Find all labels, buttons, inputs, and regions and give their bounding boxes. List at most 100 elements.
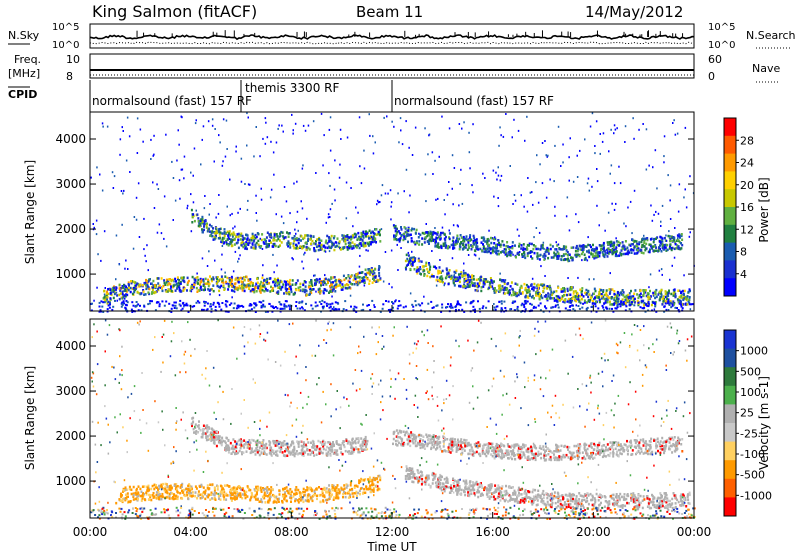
heatmap-cell bbox=[197, 490, 200, 493]
heatmap-cell bbox=[265, 446, 268, 450]
heatmap-cell bbox=[539, 302, 542, 305]
heatmap-cell bbox=[643, 234, 645, 237]
heatmap-cell bbox=[685, 298, 688, 302]
heatmap-cell bbox=[197, 494, 200, 498]
heatmap-cell bbox=[663, 243, 666, 247]
heatmap-cell bbox=[572, 295, 575, 299]
heatmap-cell bbox=[506, 287, 509, 291]
heatmap-cell bbox=[523, 282, 526, 286]
heatmap-cell bbox=[678, 296, 681, 299]
heatmap-cell bbox=[244, 247, 247, 250]
heatmap-cell bbox=[352, 236, 355, 239]
heatmap-cell bbox=[676, 307, 678, 309]
heatmap-cell bbox=[370, 231, 372, 235]
heatmap-cell bbox=[314, 492, 316, 496]
heatmap-cell bbox=[643, 237, 646, 241]
heatmap-cell bbox=[315, 488, 318, 491]
heatmap-cell bbox=[576, 253, 579, 256]
heatmap-cell bbox=[330, 245, 333, 248]
heatmap-cell bbox=[170, 289, 173, 293]
heatmap-cell bbox=[169, 283, 172, 286]
heatmap-cell bbox=[667, 234, 670, 238]
heatmap-cell bbox=[310, 242, 312, 246]
heatmap-cell bbox=[146, 486, 149, 489]
heatmap-cell bbox=[589, 299, 591, 302]
heatmap-cell bbox=[472, 191, 474, 194]
heatmap-cell bbox=[154, 309, 157, 312]
heatmap-cell bbox=[122, 487, 125, 491]
heatmap-cell bbox=[269, 491, 272, 494]
heatmap-cell bbox=[536, 154, 538, 157]
heatmap-cell bbox=[233, 233, 236, 236]
heatmap-cell bbox=[512, 253, 514, 256]
heatmap-cell bbox=[457, 240, 459, 243]
heatmap-cell bbox=[325, 498, 327, 502]
heatmap-cell bbox=[663, 155, 665, 158]
heatmap-cell bbox=[441, 226, 444, 229]
heatmap-cell bbox=[480, 275, 483, 279]
heatmap-cell bbox=[176, 497, 179, 501]
heatmap-cell bbox=[345, 235, 348, 238]
heatmap-cell bbox=[265, 121, 267, 124]
heatmap-cell bbox=[603, 302, 606, 305]
heatmap-cell bbox=[566, 293, 568, 297]
heatmap-cell bbox=[482, 243, 484, 246]
heatmap-cell bbox=[244, 245, 247, 249]
heatmap-cell bbox=[177, 281, 180, 285]
heatmap-cell bbox=[195, 301, 198, 304]
heatmap-cell bbox=[280, 241, 283, 244]
heatmap-cell bbox=[222, 118, 225, 121]
heatmap-cell bbox=[295, 492, 298, 495]
heatmap-cell bbox=[349, 245, 352, 248]
heatmap-cell bbox=[273, 238, 276, 242]
heatmap-cell bbox=[157, 277, 160, 280]
heatmap-cell bbox=[612, 251, 615, 255]
heatmap-cell bbox=[208, 223, 211, 227]
heatmap-cell bbox=[556, 303, 559, 306]
heatmap-cell bbox=[587, 290, 590, 293]
heatmap-cell bbox=[258, 245, 261, 248]
heatmap-cell bbox=[353, 247, 355, 250]
heatmap-cell bbox=[681, 243, 684, 247]
heatmap-cell bbox=[252, 236, 255, 240]
heatmap-cell bbox=[237, 246, 240, 250]
heatmap-cell bbox=[106, 296, 109, 299]
heatmap-cell bbox=[648, 250, 651, 254]
heatmap-cell bbox=[384, 192, 387, 195]
heatmap-cell bbox=[404, 230, 407, 234]
heatmap-cell bbox=[381, 307, 384, 310]
heatmap-cell bbox=[219, 498, 222, 501]
heatmap-cell bbox=[332, 486, 335, 490]
heatmap-cell bbox=[331, 493, 333, 496]
heatmap-cell bbox=[663, 246, 666, 249]
heatmap-cell bbox=[424, 236, 427, 239]
heatmap-cell bbox=[361, 278, 364, 281]
heatmap-cell bbox=[253, 290, 256, 294]
heatmap-cell bbox=[146, 487, 149, 491]
heatmap-cell bbox=[452, 224, 455, 227]
heatmap-cell bbox=[654, 305, 657, 308]
heatmap-cell bbox=[179, 299, 182, 302]
heatmap-cell bbox=[606, 247, 609, 251]
heatmap-cell bbox=[273, 173, 275, 176]
heatmap-cell bbox=[326, 246, 329, 250]
heatmap-cell bbox=[161, 495, 164, 499]
heatmap-cell bbox=[475, 278, 478, 282]
heatmap-cell bbox=[472, 234, 475, 238]
heatmap-cell bbox=[478, 281, 481, 285]
heatmap-cell bbox=[324, 288, 327, 292]
heatmap-cell bbox=[233, 495, 236, 498]
heatmap-cell bbox=[268, 233, 271, 236]
heatmap-cell bbox=[207, 278, 210, 282]
heatmap-cell bbox=[526, 115, 528, 118]
heatmap-cell bbox=[404, 237, 407, 241]
heatmap-cell bbox=[229, 491, 232, 495]
heatmap-cell bbox=[359, 238, 362, 241]
heatmap-cell bbox=[553, 251, 556, 254]
heatmap-cell bbox=[429, 236, 432, 239]
heatmap-cell bbox=[403, 226, 406, 229]
heatmap-cell bbox=[560, 290, 563, 293]
heatmap-cell bbox=[121, 303, 124, 305]
heatmap-cell bbox=[255, 212, 257, 214]
heatmap-cell bbox=[400, 247, 402, 249]
